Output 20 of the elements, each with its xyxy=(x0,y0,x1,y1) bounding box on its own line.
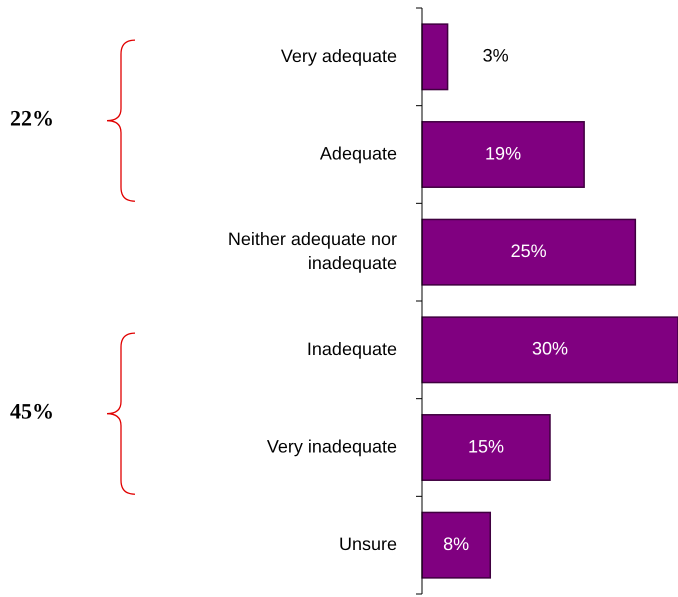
bar xyxy=(421,23,448,90)
bar xyxy=(421,121,585,188)
text: 22% xyxy=(10,106,54,131)
y-tick-label: Neither adequate nor inadequate xyxy=(228,228,397,273)
bar xyxy=(421,414,551,481)
data-label: 25% xyxy=(510,240,547,261)
y-tick-label: Unsure xyxy=(338,534,397,554)
data-label: 30% xyxy=(532,338,568,359)
bar xyxy=(421,316,678,384)
y-tick-label: Adequate xyxy=(320,143,397,164)
data-label: 8% xyxy=(443,534,470,554)
text: 45% xyxy=(10,398,54,424)
bar xyxy=(421,512,492,579)
data-label: 19% xyxy=(485,143,522,164)
y-tick-label: Very adequate xyxy=(280,46,397,66)
bar xyxy=(421,218,636,286)
data-label: 3% xyxy=(482,46,509,66)
y-tick-label: Inadequate xyxy=(306,338,397,359)
data-label: 15% xyxy=(468,436,504,456)
y-tick-label: Very inadequate xyxy=(266,436,397,456)
